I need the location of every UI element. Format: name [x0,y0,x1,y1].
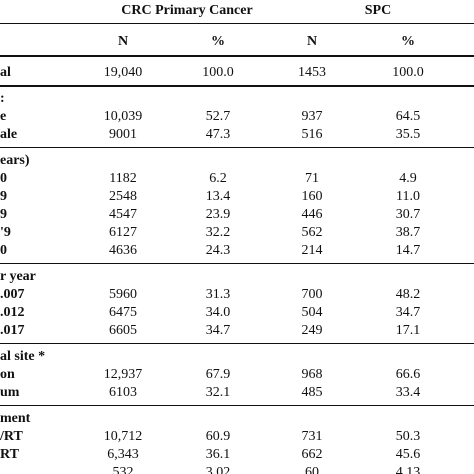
cell: 48.2 [395,287,421,302]
cell: 446 [301,207,323,222]
cell: 532 [112,465,134,474]
cell: 1453 [298,65,326,80]
row-label: al [0,65,11,80]
cell: 3.02 [205,465,231,474]
cell: 11.0 [396,189,420,204]
cell: 31.3 [205,287,231,302]
cell: 937 [301,109,323,124]
cell: 6,343 [107,447,139,462]
cell: 4547 [109,207,137,222]
row-label: um [0,385,20,400]
cell: 24.3 [205,243,231,258]
cell: 47.3 [205,127,231,142]
column-header: N [306,34,318,49]
cell: 67.9 [205,367,231,382]
cell: 32.1 [205,385,231,400]
row-label: 0 [0,171,7,186]
cell: 160 [301,189,323,204]
cell: 6605 [109,323,137,338]
cell: 10,039 [103,109,143,124]
cell: 34.7 [205,323,231,338]
row-label: .012 [0,305,25,320]
cell: 50.3 [395,429,421,444]
cell: 249 [301,323,323,338]
cell: 504 [301,305,323,320]
cell: 2548 [109,189,137,204]
cell: 4636 [109,243,137,258]
row-label: on [0,367,15,382]
cell: 38.7 [395,225,421,240]
section-title: ment [0,411,31,426]
cell: 6127 [109,225,137,240]
cell: 662 [301,447,323,462]
cell: 19,040 [103,65,143,80]
rule-line [0,147,474,148]
cell: 9001 [109,127,137,142]
rule-line [0,23,474,24]
group-header: SPC [364,3,392,18]
cell: 13.4 [205,189,231,204]
cell: 10,712 [103,429,143,444]
cell: 34.0 [205,305,231,320]
cell: 32.2 [205,225,231,240]
cell: 60 [305,465,319,474]
cell: 17.1 [395,323,421,338]
cell: 5960 [109,287,137,302]
rule-line [0,85,474,87]
cell: 731 [301,429,323,444]
cell: 100.0 [392,65,424,80]
section-title: al site * [0,349,46,364]
cell: 45.6 [395,447,421,462]
cell: 6103 [109,385,137,400]
column-header: % [401,34,415,49]
cell: 23.9 [205,207,231,222]
cell: 100.0 [202,65,234,80]
section-title: ears) [0,153,30,168]
rule-line [0,263,474,264]
cell: 4.9 [399,171,417,186]
cell: 66.6 [395,367,421,382]
cell: 214 [301,243,323,258]
cell: 52.7 [205,109,231,124]
cell: 36.1 [205,447,231,462]
cell: 35.5 [395,127,421,142]
section-title: : [0,91,5,106]
cell: 6475 [109,305,137,320]
cell: 60.9 [205,429,231,444]
cell: 1182 [109,171,137,186]
row-label: 9 [0,207,7,222]
cell: 485 [301,385,323,400]
row-label: 9 [0,189,7,204]
cell: 33.4 [395,385,421,400]
cell: 4.13 [395,465,421,474]
column-header: % [211,34,225,49]
cell: 12,937 [103,367,143,382]
cell: 30.7 [395,207,421,222]
row-label: RT [0,447,19,462]
rule-line [0,405,474,406]
cell: 71 [305,171,319,186]
row-label: .007 [0,287,25,302]
cell: 968 [301,367,323,382]
cell: 34.7 [395,305,421,320]
cell: 6.2 [209,171,227,186]
cell: 64.5 [395,109,421,124]
column-header: N [117,34,129,49]
rule-line [0,343,474,344]
group-header: CRC Primary Cancer [121,3,253,18]
cell: 562 [301,225,323,240]
cell: 14.7 [395,243,421,258]
row-label: /RT [0,429,23,444]
row-label: '9 [0,225,11,240]
cell: 516 [301,127,323,142]
row-label: 0 [0,243,7,258]
row-label: ale [0,127,18,142]
row-label: .017 [0,323,25,338]
section-title: r year [0,269,36,284]
row-label: e [0,109,7,124]
rule-line [0,55,474,57]
cell: 700 [301,287,323,302]
